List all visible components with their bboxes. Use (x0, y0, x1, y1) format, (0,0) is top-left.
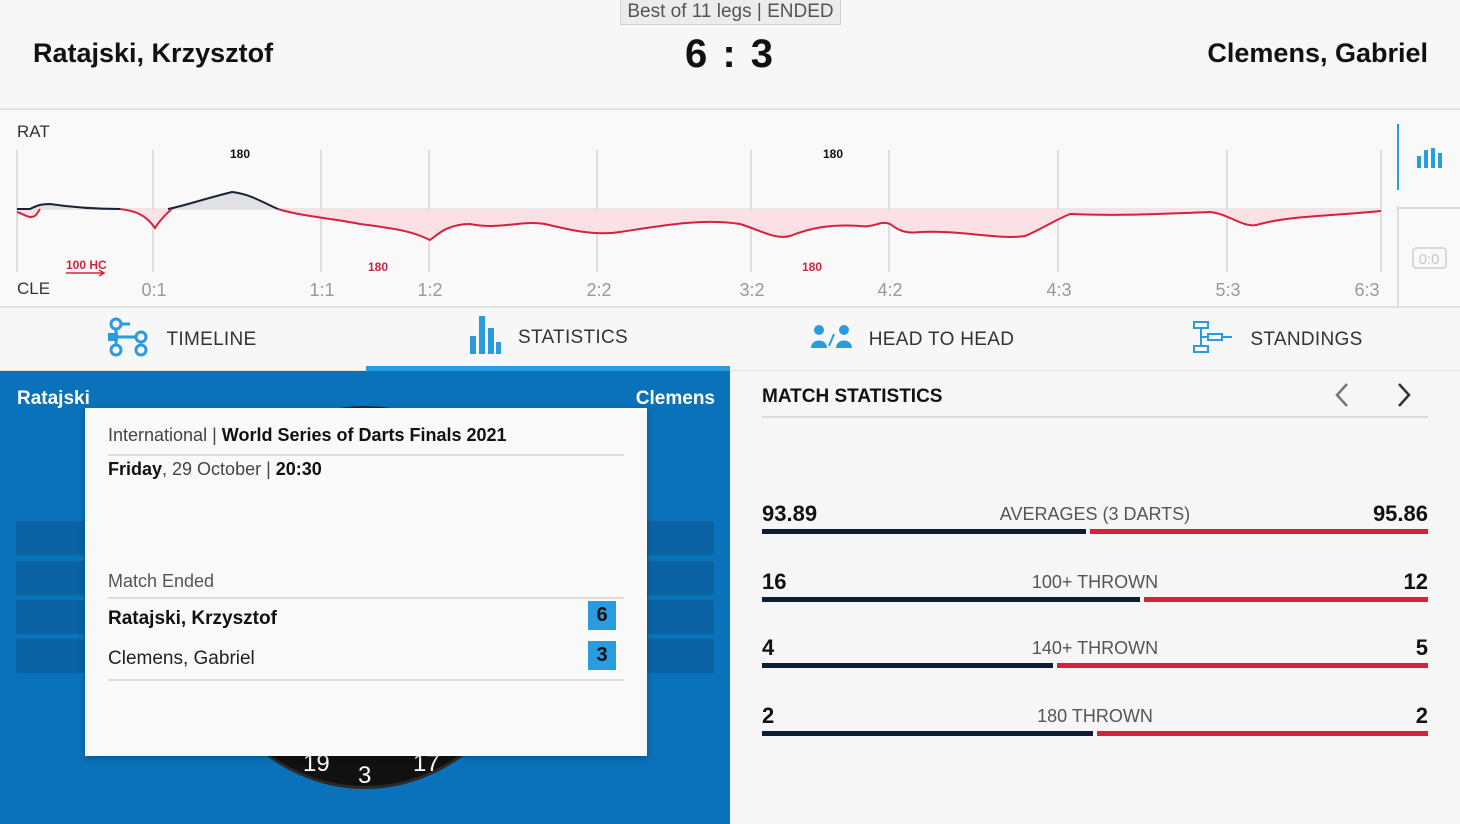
timeline-icon (108, 317, 150, 363)
stat-home-value: 4 (762, 635, 775, 660)
match-statistics-title: MATCH STATISTICS (762, 386, 1428, 418)
leg-score-label: 1:1 (309, 280, 334, 300)
stat-away-value: 2 (1415, 703, 1428, 728)
home-player-short: Ratajski (17, 388, 90, 409)
stat-home-value: 93.89 (762, 501, 818, 526)
match-header: Best of 11 legs | ENDED Ratajski, Krzysz… (0, 0, 1460, 110)
away-player-short: Clemens (635, 388, 715, 409)
head-to-head-icon (810, 324, 853, 356)
event-line: International | World Series of Darts Fi… (108, 425, 624, 456)
event-name[interactable]: World Series of Darts Finals 2021 (221, 425, 507, 445)
home-momentum-area (17, 192, 278, 209)
leg-score-label: 2:2 (586, 280, 611, 300)
match-day: Friday (108, 459, 163, 479)
away-player-name[interactable]: Clemens, Gabriel (1207, 38, 1428, 68)
chevron-left-icon[interactable] (1332, 380, 1352, 418)
stat-row: 180 THROWN 2 2 (762, 703, 1428, 743)
stat-away-value: 5 (1415, 635, 1428, 660)
match-time: 20:30 (275, 459, 322, 479)
popup-player-score: 3 (588, 641, 616, 670)
match-statistics-panel: MATCH STATISTICS AVERAGES (3 DARTS) 93.89… (730, 371, 1460, 824)
leg-score-label: 1:2 (417, 280, 442, 300)
checkout-arrows-icon (66, 269, 106, 277)
event-180-away: 180 (368, 260, 388, 274)
tab-statistics[interactable]: STATISTICS (366, 309, 730, 371)
reset-label: 0:0 (1419, 251, 1440, 268)
tab-timeline[interactable]: TIMELINE (0, 309, 365, 371)
leg-score-label: 6:3 (1354, 280, 1379, 300)
stat-label: 100+ THROWN (1031, 572, 1159, 592)
stat-away-bar (1097, 731, 1428, 736)
momentum-line-home (17, 190, 279, 210)
event-100hc-away: 100 HC (66, 258, 107, 272)
leg-score-label: 4:3 (1046, 280, 1071, 300)
popup-player-row[interactable]: Clemens, Gabriel 3 (108, 638, 624, 678)
popup-divider (108, 679, 624, 681)
match-status: Match Ended (108, 571, 624, 599)
stat-away-value: 12 (1403, 569, 1428, 594)
stat-label: 180 THROWN (1037, 706, 1153, 726)
popup-player-name: Clemens, Gabriel (108, 648, 255, 669)
event-category: International (108, 425, 208, 445)
event-180-away: 180 (802, 260, 822, 274)
leg-score-label: 4:2 (877, 280, 902, 300)
event-180-home: 180 (823, 147, 843, 161)
tab-timeline-label: TIMELINE (166, 329, 257, 350)
match-datetime: Friday, 29 October | 20:30 (108, 459, 322, 480)
tab-standings[interactable]: STANDINGS (1095, 309, 1460, 371)
match-info-popup: International | World Series of Darts Fi… (85, 408, 647, 756)
match-tabs: TIMELINE STATISTICS (0, 309, 1460, 371)
momentum-timeline: RAT CLE 180 180 100 HC 180 180 0:1 1:1 1… (0, 112, 1460, 308)
stat-home-bar (762, 597, 1140, 602)
board-number: 3 (358, 762, 371, 786)
tab-head-to-head[interactable]: HEAD TO HEAD (730, 309, 1095, 371)
chevron-right-icon[interactable] (1394, 380, 1414, 418)
reset-button[interactable] (1412, 247, 1447, 269)
stat-home-bar (762, 731, 1093, 736)
stat-home-bar (762, 663, 1053, 668)
bar-chart-icon[interactable] (1417, 148, 1442, 168)
stat-away-bar (1090, 529, 1428, 534)
momentum-line-away (16, 208, 1382, 242)
popup-player-row[interactable]: Ratajski, Krzysztof 6 (108, 598, 624, 638)
stat-row: 100+ THROWN 16 12 (762, 569, 1428, 609)
event-180-home: 180 (230, 147, 250, 161)
statistics-icon (468, 314, 502, 362)
stat-row: 140+ THROWN 4 5 (762, 635, 1428, 675)
stat-label: AVERAGES (3 DARTS) (999, 504, 1191, 524)
home-short-label: RAT (17, 122, 50, 141)
stat-away-bar (1144, 597, 1428, 602)
stat-home-bar (762, 529, 1086, 534)
standings-icon (1192, 320, 1234, 360)
match-score: 6 : 3 (684, 32, 776, 76)
popup-player-score: 6 (588, 601, 616, 630)
away-short-label: CLE (17, 279, 50, 298)
away-momentum-area (17, 209, 1381, 240)
stat-away-bar (1057, 663, 1428, 668)
tab-head-to-head-label: HEAD TO HEAD (868, 329, 1015, 350)
leg-score-label: 3:2 (739, 280, 764, 300)
popup-player-name: Ratajski, Krzysztof (108, 608, 277, 629)
match-date: , 29 October | (162, 459, 276, 479)
home-player-name[interactable]: Ratajski, Krzysztof (33, 38, 274, 68)
leg-score-label: 0:1 (141, 280, 166, 300)
match-format-badge: Best of 11 legs | ENDED (620, 0, 841, 25)
stat-label: 140+ THROWN (1031, 638, 1159, 658)
stat-home-value: 2 (762, 703, 775, 728)
tab-statistics-label: STATISTICS (518, 326, 628, 348)
leg-score-label: 5:3 (1215, 280, 1240, 300)
stat-away-value: 95.86 (1372, 501, 1428, 526)
stat-row: AVERAGES (3 DARTS) 93.89 95.86 (762, 501, 1428, 541)
event-separator: | (212, 425, 217, 445)
stat-home-value: 16 (762, 569, 787, 594)
tab-standings-label: STANDINGS (1250, 329, 1363, 350)
momentum-chart: RAT CLE 180 180 100 HC 180 180 0:1 1:1 1… (16, 122, 1460, 308)
